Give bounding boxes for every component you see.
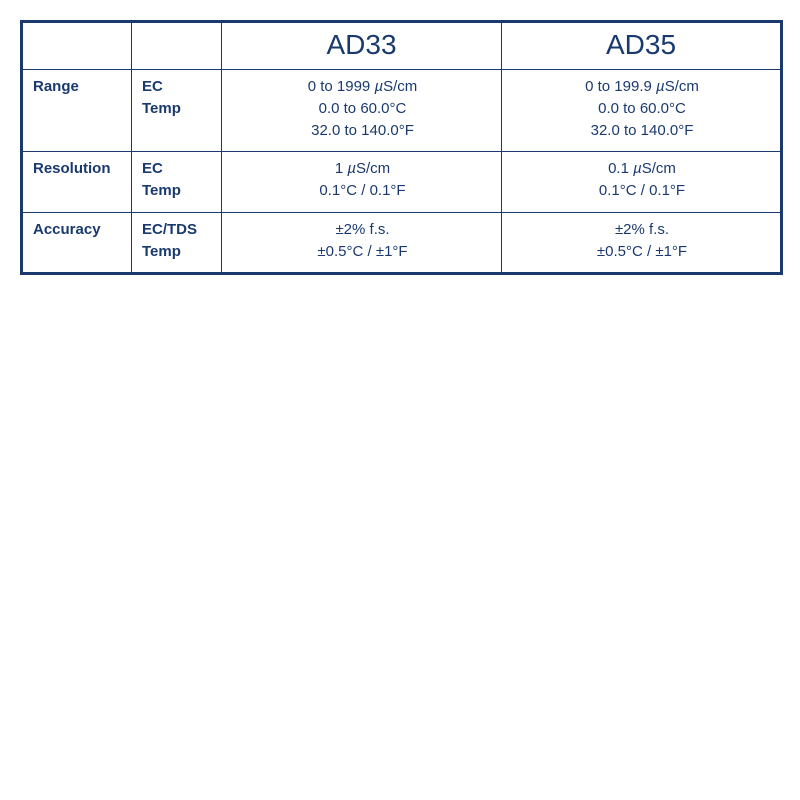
header-ad35: AD35: [502, 22, 782, 70]
cell-ad33: ±2% f.s.±0.5°C / ±1°F: [222, 212, 502, 274]
table-row: AccuracyEC/TDSTemp±2% f.s.±0.5°C / ±1°F±…: [22, 212, 782, 274]
header-blank-2: [132, 22, 222, 70]
row-sublabels: ECTemp: [132, 70, 222, 152]
row-label: Range: [22, 70, 132, 152]
spec-table-body: RangeECTemp0 to 1999 µS/cm0.0 to 60.0°C3…: [22, 70, 782, 274]
spec-table: AD33 AD35 RangeECTemp0 to 1999 µS/cm0.0 …: [20, 20, 783, 275]
row-label: Resolution: [22, 152, 132, 213]
cell-ad33: 0 to 1999 µS/cm0.0 to 60.0°C32.0 to 140.…: [222, 70, 502, 152]
row-sublabels: ECTemp: [132, 152, 222, 213]
cell-ad35: 0 to 199.9 µS/cm0.0 to 60.0°C32.0 to 140…: [502, 70, 782, 152]
table-row: ResolutionECTemp1 µS/cm0.1°C / 0.1°F0.1 …: [22, 152, 782, 213]
header-blank-1: [22, 22, 132, 70]
cell-ad35: ±2% f.s.±0.5°C / ±1°F: [502, 212, 782, 274]
row-label: Accuracy: [22, 212, 132, 274]
cell-ad33: 1 µS/cm0.1°C / 0.1°F: [222, 152, 502, 213]
row-sublabels: EC/TDSTemp: [132, 212, 222, 274]
cell-ad35: 0.1 µS/cm0.1°C / 0.1°F: [502, 152, 782, 213]
table-row: RangeECTemp0 to 1999 µS/cm0.0 to 60.0°C3…: [22, 70, 782, 152]
header-ad33: AD33: [222, 22, 502, 70]
header-row: AD33 AD35: [22, 22, 782, 70]
